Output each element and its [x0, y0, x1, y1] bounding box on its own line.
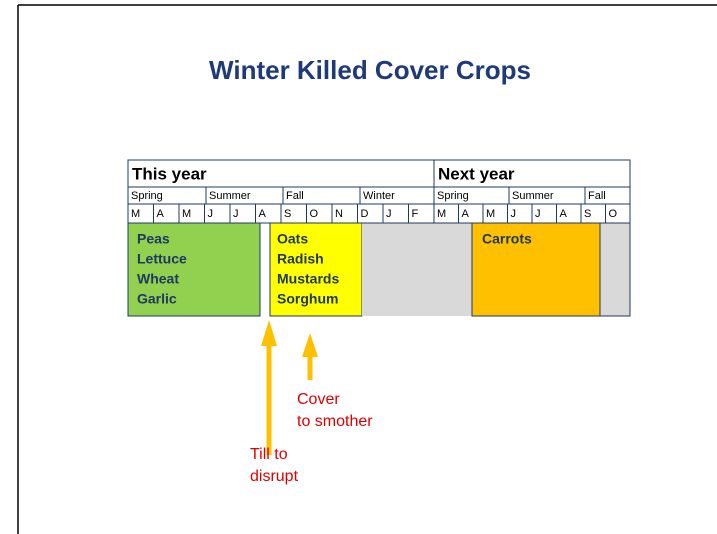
month: J	[511, 208, 517, 220]
month: A	[462, 208, 470, 220]
month: N	[335, 208, 343, 220]
this-year: This year	[132, 164, 207, 183]
season: Spring	[131, 190, 163, 202]
month: M	[131, 208, 140, 220]
next-year: Next year	[438, 164, 515, 183]
crop-label: Wheat	[137, 271, 179, 287]
title: Winter Killed Cover Crops	[209, 55, 531, 85]
block-gray	[599, 222, 631, 317]
season: Summer	[209, 190, 251, 202]
month: J	[233, 208, 239, 220]
arrow	[261, 320, 277, 455]
annotation: to smother	[297, 413, 373, 430]
month: M	[437, 208, 446, 220]
month: A	[560, 208, 568, 220]
annotation: Cover	[297, 391, 340, 408]
block-orange	[471, 222, 601, 317]
month: A	[259, 208, 267, 220]
block-gray	[362, 223, 472, 316]
month: J	[208, 208, 214, 220]
crop-label: Carrots	[482, 231, 532, 247]
month: M	[486, 208, 495, 220]
month: J	[386, 208, 392, 220]
season: Winter	[363, 190, 395, 202]
month: A	[157, 208, 165, 220]
crop-label: Lettuce	[137, 251, 187, 267]
month: O	[310, 208, 319, 220]
month: S	[284, 208, 291, 220]
crop-label: Oats	[277, 231, 308, 247]
crop-label: Peas	[137, 231, 170, 247]
annotation: Till to	[250, 446, 288, 463]
crop-label: Radish	[277, 251, 324, 267]
month: D	[361, 208, 369, 220]
crop-label: Garlic	[137, 291, 177, 307]
month: J	[535, 208, 541, 220]
season: Fall	[588, 190, 606, 202]
arrow	[302, 333, 318, 380]
annotation: disrupt	[250, 468, 299, 485]
season: Summer	[512, 190, 554, 202]
month: M	[182, 208, 191, 220]
table-border	[127, 159, 631, 224]
month: O	[609, 208, 618, 220]
season: Fall	[286, 190, 304, 202]
season: Spring	[437, 190, 469, 202]
crop-label: Sorghum	[277, 291, 338, 307]
crop-label: Mustards	[277, 271, 339, 287]
month: F	[412, 208, 419, 220]
block-green	[127, 222, 261, 317]
month: S	[584, 208, 591, 220]
